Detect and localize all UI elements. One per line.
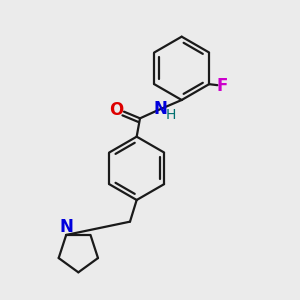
Text: N: N: [60, 218, 74, 236]
Text: F: F: [216, 77, 227, 95]
Text: O: O: [110, 101, 124, 119]
Text: H: H: [166, 108, 176, 122]
Text: N: N: [153, 100, 167, 118]
